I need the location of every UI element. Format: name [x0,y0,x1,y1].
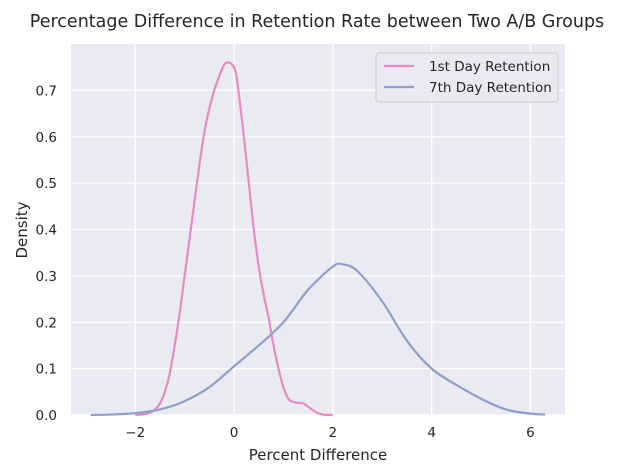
legend-box [375,52,559,103]
y-tick-label: 0.2 [36,315,57,331]
y-tick-label: 0.6 [36,130,57,146]
legend-label-7th-day-retention: 7th Day Retention [429,80,552,96]
legend: 1st Day Retention 7th Day Retention [375,52,559,103]
grid-lines [71,44,565,416]
legend-label-1st-day-retention: 1st Day Retention [429,59,550,75]
x-tick-label: 2 [329,425,338,441]
series-line-7th-day-retention [90,262,546,417]
y-tick-label: 0.4 [36,223,57,239]
y-tick-label: 0.1 [36,362,57,378]
x-tick-label: 4 [427,425,436,441]
y-tick-label: 0.3 [36,269,57,285]
y-tick-labels: 0.0 0.1 0.2 0.3 0.4 0.5 0.6 0.7 [36,83,57,424]
series-lines [90,61,546,417]
x-tick-label: −2 [125,425,145,441]
y-tick-label: 0.7 [36,83,57,99]
series-line-1st-day-retention [135,61,333,417]
x-tick-label: 0 [230,425,239,441]
x-axis-label: Percent Difference [249,446,388,464]
y-axis-label: Density [13,201,31,258]
chart-title: Percentage Difference in Retention Rate … [30,12,604,32]
x-tick-labels: −2 0 2 4 6 [125,425,534,441]
y-tick-label: 0.5 [36,176,57,192]
y-tick-label: 0.0 [36,408,57,424]
x-tick-label: 6 [526,425,535,441]
